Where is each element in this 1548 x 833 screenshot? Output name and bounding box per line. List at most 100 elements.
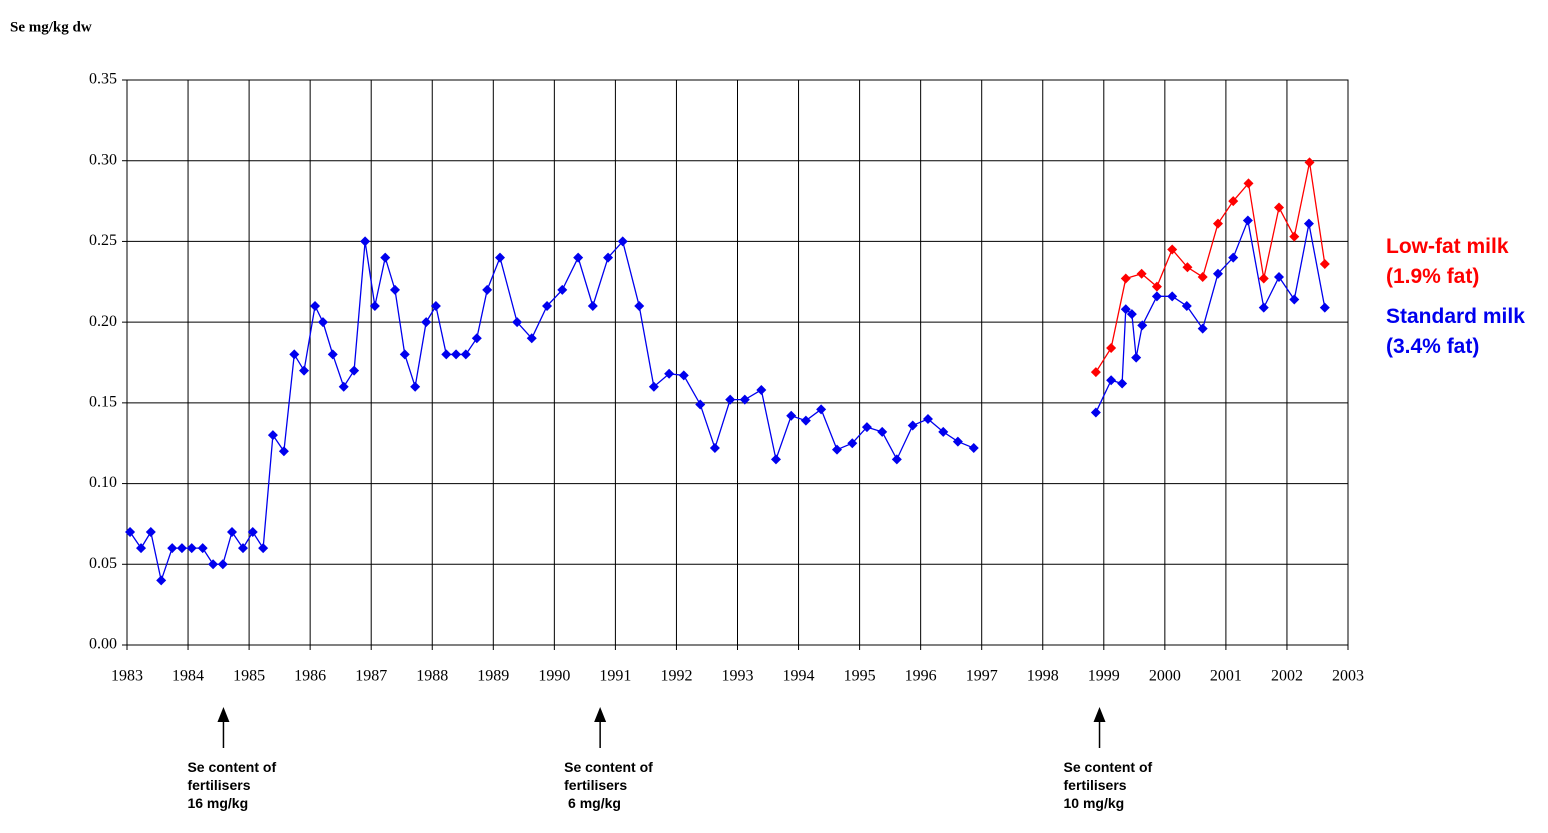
y-tick-label: 0.30 <box>89 151 117 168</box>
data-point <box>258 543 269 554</box>
data-point <box>756 384 767 395</box>
x-tick-label: 2000 <box>1149 668 1181 685</box>
data-point <box>390 284 401 295</box>
data-point <box>217 559 228 570</box>
data-point <box>327 349 338 360</box>
data-point <box>1131 352 1142 363</box>
data-point <box>1243 178 1254 189</box>
data-point <box>938 426 949 437</box>
x-tick-label: 1998 <box>1027 668 1059 685</box>
y-tick-label: 0.10 <box>89 474 117 491</box>
data-point <box>526 333 537 344</box>
data-point <box>922 414 933 424</box>
x-tick-label: 1996 <box>905 668 937 685</box>
data-point <box>861 422 872 433</box>
data-point <box>1242 215 1253 226</box>
data-point <box>1167 244 1178 255</box>
data-point <box>1120 304 1131 315</box>
data-point <box>349 365 360 376</box>
data-point <box>1319 302 1330 313</box>
data-point <box>1090 367 1101 378</box>
data-point <box>664 368 675 379</box>
data-point <box>145 527 156 537</box>
data-point <box>1090 407 1101 418</box>
x-tick-label: 1997 <box>966 668 998 685</box>
data-point <box>380 252 391 263</box>
data-point <box>907 420 918 431</box>
x-tick-label: 2001 <box>1210 668 1242 685</box>
x-tick-label: 1986 <box>294 668 326 685</box>
data-point <box>471 333 482 344</box>
annotation-text: 16 mg/kg <box>187 795 249 811</box>
legend-entry: Standard milk (3.4% fat) <box>1386 305 1525 358</box>
data-point <box>421 317 432 328</box>
data-point <box>1212 218 1223 229</box>
data-point <box>847 438 858 449</box>
x-tick-label: 1999 <box>1088 668 1120 685</box>
data-point <box>1120 273 1131 284</box>
data-point <box>1303 218 1314 229</box>
data-point <box>360 236 371 247</box>
data-point <box>512 317 523 328</box>
y-tick-label: 0.35 <box>89 71 117 88</box>
data-point <box>678 370 689 381</box>
annotation-text: Se content of <box>564 759 653 775</box>
data-point <box>891 454 902 465</box>
data-point <box>1182 262 1193 273</box>
annotation-text: Se content of <box>187 759 277 775</box>
annotation-text: fertilisers <box>187 777 251 793</box>
data-point <box>695 399 706 410</box>
data-point <box>410 381 421 392</box>
annotation-text: 10 mg/kg <box>1063 795 1125 811</box>
data-point <box>338 381 349 392</box>
x-tick-label: 1992 <box>660 668 692 685</box>
data-point <box>1289 294 1300 305</box>
data-point <box>267 430 278 441</box>
annotation-text: Se content of <box>1063 759 1153 775</box>
data-point <box>430 301 441 311</box>
data-point <box>1197 271 1208 282</box>
data-point <box>1319 259 1330 270</box>
data-point <box>299 365 310 376</box>
data-point <box>1258 302 1269 313</box>
data-point <box>770 454 781 465</box>
data-point <box>451 349 462 360</box>
y-tick-label: 0.25 <box>89 232 117 249</box>
x-tick-label: 1987 <box>355 668 387 685</box>
data-point <box>1151 281 1162 292</box>
data-point <box>289 349 300 360</box>
data-point <box>725 394 736 405</box>
data-point <box>573 252 584 263</box>
data-point <box>136 543 147 554</box>
data-point <box>1274 271 1285 282</box>
annotation-arrowhead <box>594 707 607 722</box>
data-point <box>278 446 289 457</box>
x-tick-label: 2003 <box>1332 668 1364 685</box>
data-point <box>1274 202 1285 213</box>
data-point <box>739 394 750 405</box>
data-point <box>208 559 219 570</box>
data-point <box>1181 301 1192 311</box>
x-tick-label: 1983 <box>111 668 143 685</box>
data-point <box>156 575 167 586</box>
data-point <box>557 284 568 295</box>
y-tick-label: 0.05 <box>89 555 117 572</box>
data-point <box>634 301 645 311</box>
data-point <box>1258 273 1269 284</box>
data-point <box>441 349 452 360</box>
data-point <box>1228 252 1239 263</box>
data-point <box>247 527 258 537</box>
data-point <box>786 410 797 421</box>
data-point <box>877 426 888 437</box>
data-point <box>709 443 720 454</box>
data-point <box>1106 375 1117 386</box>
data-point <box>197 543 208 554</box>
data-point <box>1197 323 1208 334</box>
x-tick-label: 1989 <box>477 668 509 685</box>
data-point <box>495 252 506 263</box>
y-tick-label: 0.15 <box>89 394 117 411</box>
x-tick-label: 1991 <box>599 668 631 685</box>
data-point <box>1212 268 1223 279</box>
data-point <box>1136 268 1147 279</box>
